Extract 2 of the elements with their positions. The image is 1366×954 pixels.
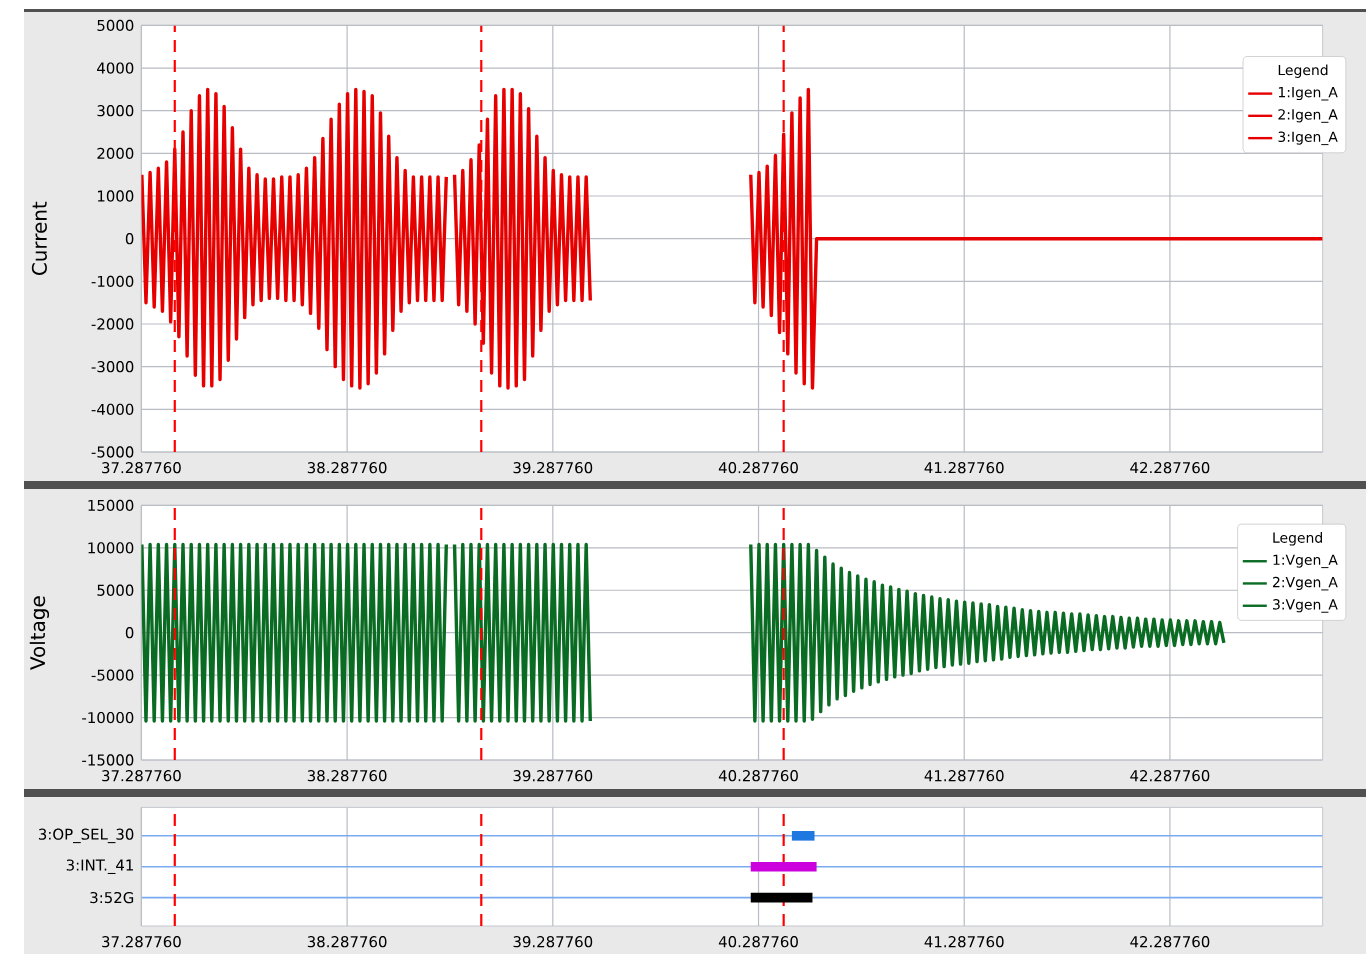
y-axis-title: Current [31, 201, 47, 275]
y-axis-title: Voltage [29, 596, 50, 670]
